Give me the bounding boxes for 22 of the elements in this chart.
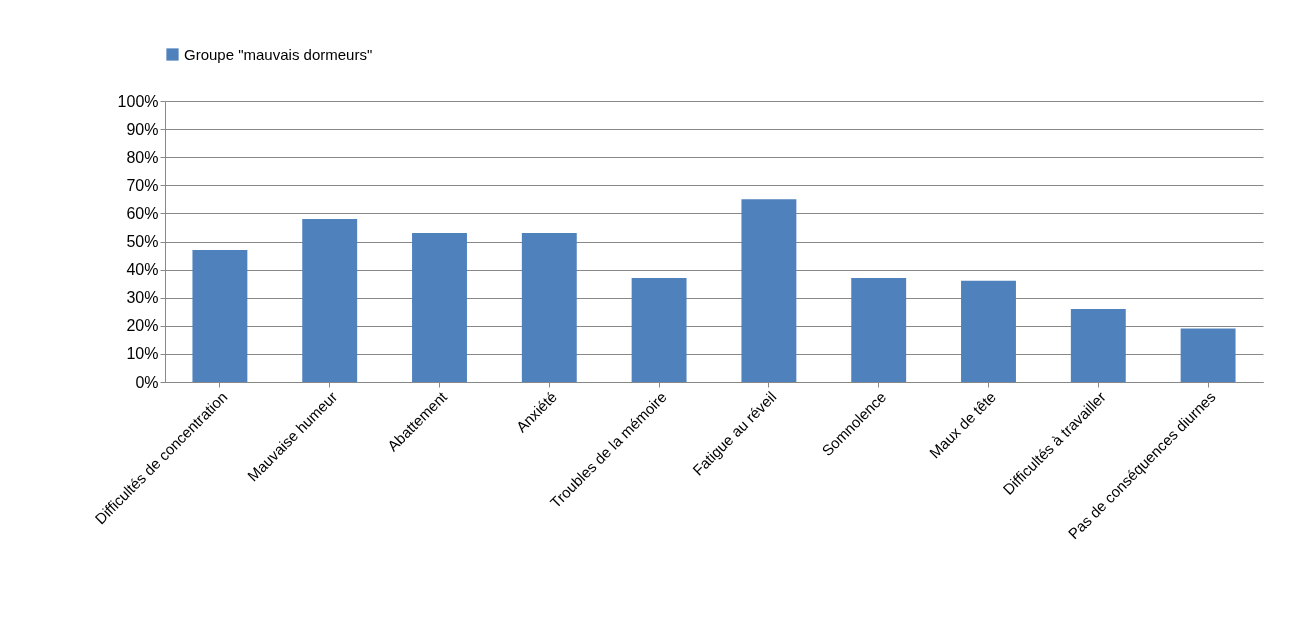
bar <box>302 219 358 382</box>
bar <box>412 233 467 382</box>
y-tick-label: 80% <box>126 148 159 166</box>
bar <box>1070 308 1126 382</box>
y-tick-label: 30% <box>126 289 159 307</box>
y-tick-label: 40% <box>126 261 159 279</box>
bar <box>631 278 687 382</box>
bar <box>851 278 907 382</box>
bar <box>741 199 797 382</box>
y-tick-label: 100% <box>117 92 159 110</box>
y-tick-label: 60% <box>126 204 159 222</box>
y-tick-label: 90% <box>126 120 159 138</box>
y-tick-label: 10% <box>126 345 159 363</box>
y-tick-label: 0% <box>135 373 159 391</box>
legend-label: Groupe "mauvais dormeurs" <box>184 45 373 63</box>
bar <box>521 233 577 382</box>
y-tick-label: 50% <box>126 233 159 250</box>
y-tick-label: 70% <box>126 176 159 194</box>
bar <box>961 280 1016 382</box>
y-tick-label: 20% <box>126 317 159 335</box>
bar <box>1180 328 1236 382</box>
bar <box>192 249 248 382</box>
